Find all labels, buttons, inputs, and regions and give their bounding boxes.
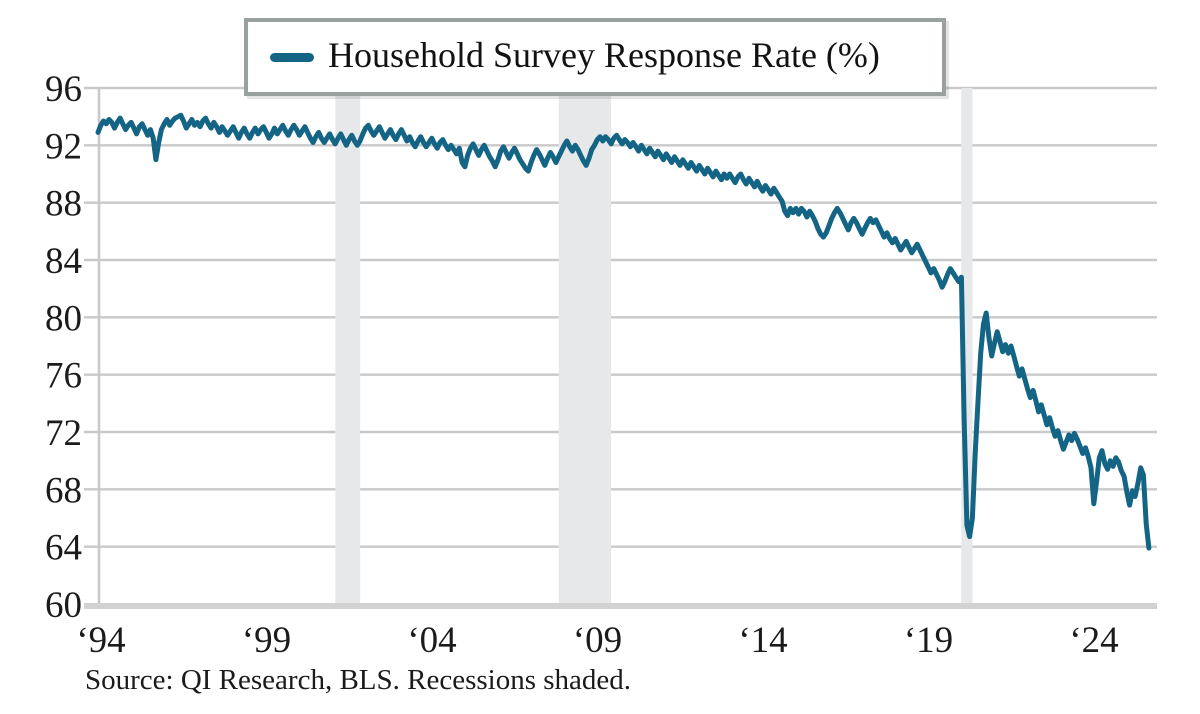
y-tick-label: 88 [45, 184, 82, 225]
y-tick-label: 68 [45, 470, 82, 511]
x-tick-label: ‘14 [738, 620, 787, 661]
y-tick-label: 76 [45, 356, 82, 397]
recession-band [961, 88, 973, 604]
legend-label: Household Survey Response Rate (%) [328, 35, 880, 75]
x-tick-label: ‘09 [573, 620, 622, 661]
source-note: Source: QI Research, BLS. Recessions sha… [85, 664, 632, 696]
y-tick-label: 84 [45, 241, 82, 282]
recession-band [335, 88, 361, 604]
y-tick-label: 72 [45, 413, 82, 454]
y-tick-label: 96 [45, 69, 82, 110]
x-tick-label: ‘19 [904, 620, 953, 661]
recession-band [558, 88, 612, 604]
x-tick-label: ‘99 [242, 620, 291, 661]
y-tick-label: 64 [45, 528, 82, 569]
legend-line-swatch [270, 52, 314, 62]
y-tick-label: 80 [45, 298, 82, 339]
y-tick-label: 60 [45, 585, 82, 626]
y-tick-label: 92 [45, 126, 82, 167]
x-tick-label: ‘24 [1069, 620, 1118, 661]
response-rate-line [95, 112, 1152, 551]
legend: Household Survey Response Rate (%) [244, 18, 946, 96]
x-tick-label: ‘94 [76, 620, 125, 661]
x-tick-label: ‘04 [407, 620, 456, 661]
